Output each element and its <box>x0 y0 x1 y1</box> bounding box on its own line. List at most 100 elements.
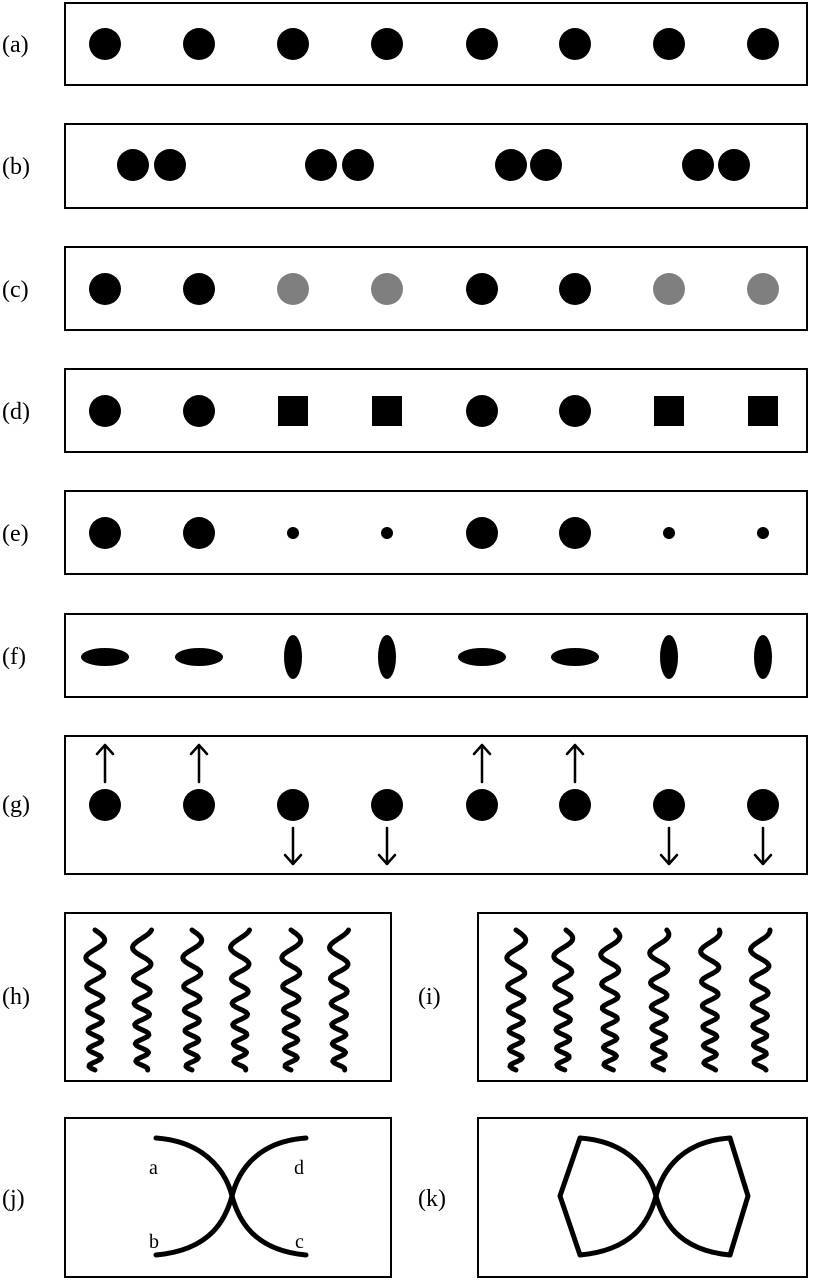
panel-g: (g) <box>2 735 808 875</box>
panel-k-label: (k) <box>418 1186 446 1212</box>
panel-b: (b) <box>2 123 808 209</box>
black-dot <box>530 149 562 181</box>
black-dot <box>183 273 215 305</box>
panel-h-marks <box>83 927 351 1073</box>
panel-b-label: (b) <box>2 154 30 180</box>
panel-c-label: (c) <box>2 277 29 303</box>
panel-k: (k) <box>418 1117 808 1278</box>
wavy-line <box>551 927 576 1073</box>
panel-c-marks <box>89 273 779 305</box>
panel-i-label: (i) <box>418 984 441 1010</box>
wavy-line <box>698 927 723 1073</box>
black-dot <box>682 149 714 181</box>
left-closing-segment <box>557 1135 583 1258</box>
black-square <box>654 396 684 426</box>
panel-d-frame <box>64 368 808 453</box>
panel-c: (c) <box>2 246 808 331</box>
black-dot <box>466 789 498 821</box>
black-dot <box>466 517 498 549</box>
vertical-ellipse <box>378 635 396 679</box>
curve-upper-right-to-lower-left <box>577 1135 733 1258</box>
wavy-line <box>279 927 304 1073</box>
panel-a-label: (a) <box>2 32 29 58</box>
panel-d-marks <box>89 395 778 427</box>
black-dot <box>183 395 215 427</box>
vertical-ellipse <box>754 635 772 679</box>
panel-e-frame <box>64 490 808 575</box>
black-dot <box>559 789 591 821</box>
horizontal-ellipse <box>551 648 599 666</box>
black-dot <box>89 517 121 549</box>
vertical-ellipse <box>660 635 678 679</box>
black-dot <box>371 789 403 821</box>
panel-j-frame <box>64 1117 392 1278</box>
black-dot <box>183 789 215 821</box>
point-label-a: a <box>149 1157 158 1179</box>
wavy-line <box>504 927 529 1073</box>
gray-dot <box>371 273 403 305</box>
point-label-b: b <box>149 1231 159 1253</box>
wavy-line <box>180 927 205 1073</box>
black-dot <box>277 28 309 60</box>
black-dot <box>653 28 685 60</box>
wavy-line <box>130 927 154 1073</box>
black-dot <box>89 28 121 60</box>
panel-b-marks <box>117 149 750 181</box>
black-dot <box>277 789 309 821</box>
wavy-line <box>748 927 773 1073</box>
black-dot <box>342 149 374 181</box>
panel-f: (f) <box>2 613 808 698</box>
black-dot <box>653 789 685 821</box>
small-dot <box>663 527 675 539</box>
vertical-ellipse <box>284 635 302 679</box>
black-dot <box>747 28 779 60</box>
black-square <box>278 396 308 426</box>
black-dot <box>305 149 337 181</box>
down-arrow-icon <box>753 826 773 866</box>
black-dot <box>89 789 121 821</box>
up-arrow-icon <box>472 743 492 784</box>
black-dot <box>559 517 591 549</box>
small-dot <box>381 527 393 539</box>
up-arrow-icon <box>189 743 209 784</box>
panel-h: (h) <box>2 912 392 1082</box>
black-dot <box>747 789 779 821</box>
panel-d-label: (d) <box>2 399 30 425</box>
point-label-d: d <box>294 1157 304 1179</box>
gray-dot <box>653 273 685 305</box>
panel-f-label: (f) <box>2 644 26 670</box>
panel-i-frame <box>477 912 808 1082</box>
panel-e-marks <box>89 517 769 549</box>
wavy-line <box>647 927 672 1073</box>
panel-g-frame <box>64 735 808 875</box>
panel-i-marks <box>504 927 773 1073</box>
panel-g-marks <box>89 743 779 866</box>
panel-a-marks <box>89 28 779 60</box>
panel-a: (a) <box>2 2 808 86</box>
panel-c-frame <box>64 246 808 331</box>
black-dot <box>495 149 527 181</box>
horizontal-ellipse <box>81 648 129 666</box>
panel-j: (j) a d b c <box>2 1117 392 1278</box>
small-dot <box>287 527 299 539</box>
black-dot <box>183 28 215 60</box>
black-dot <box>183 517 215 549</box>
down-arrow-icon <box>283 826 303 866</box>
curve-d-to-b <box>153 1135 309 1258</box>
wavy-line <box>598 927 623 1073</box>
down-arrow-icon <box>377 826 397 866</box>
black-dot <box>559 273 591 305</box>
black-dot <box>89 273 121 305</box>
panel-j-label: (j) <box>2 1186 25 1212</box>
panel-h-label: (h) <box>2 984 30 1010</box>
black-dot <box>89 395 121 427</box>
gray-dot <box>747 273 779 305</box>
right-closing-segment <box>727 1135 751 1258</box>
black-dot <box>117 149 149 181</box>
black-dot <box>154 149 186 181</box>
horizontal-ellipse <box>175 648 223 666</box>
black-dot <box>371 28 403 60</box>
black-square <box>372 396 402 426</box>
wavy-line <box>228 927 252 1073</box>
